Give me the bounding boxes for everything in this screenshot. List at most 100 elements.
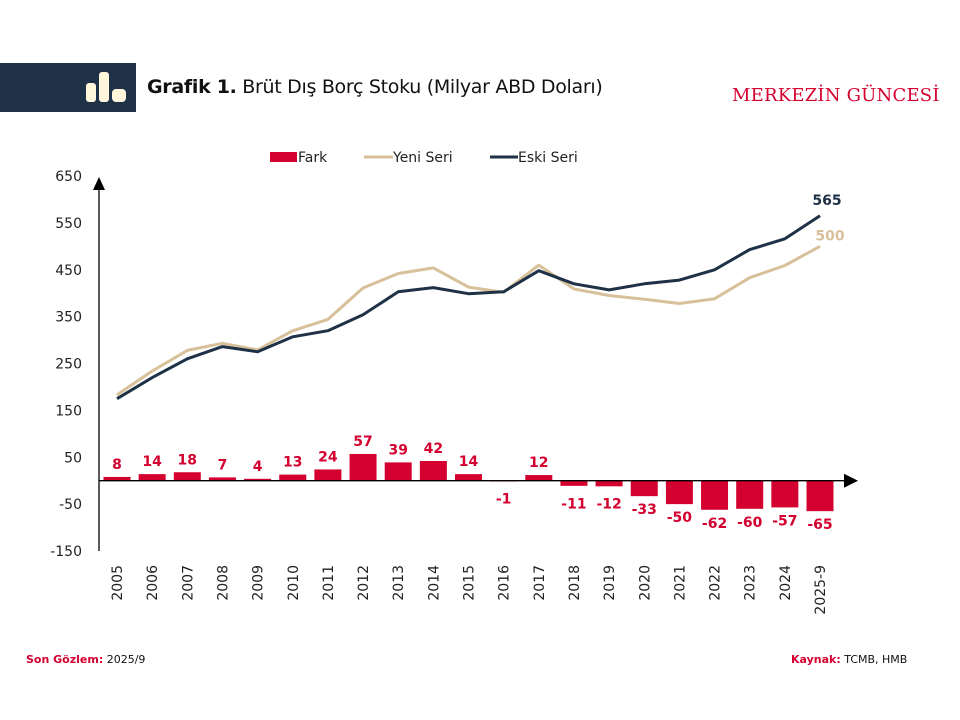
x-tick-label: 2023 [743, 565, 759, 601]
line-yeni-seri [116, 244, 821, 397]
x-tick-label: 2012 [356, 565, 372, 601]
x-tick-label: 2006 [145, 565, 161, 601]
eski-end-label: 565 [812, 193, 841, 209]
bar-value-label: 8 [112, 457, 122, 473]
bar-fark [349, 453, 377, 481]
source-value: TCMB, HMB [840, 653, 908, 666]
header-band [0, 63, 136, 112]
bar-value-label: -33 [632, 502, 657, 518]
bar-fark [244, 478, 272, 481]
x-tick-label: 2025-9 [813, 565, 829, 615]
y-axis-arrow-icon [93, 177, 105, 190]
bar-value-label: 24 [318, 449, 338, 465]
bars [103, 453, 834, 512]
legend-label-eski: Eski Seri [518, 150, 578, 166]
title-text: Brüt Dış Borç Stoku (Milyar ABD Doları) [236, 76, 603, 98]
bar-fark [208, 477, 236, 481]
x-tick-label: 2015 [462, 565, 478, 601]
bar-fark [314, 469, 342, 481]
bar-value-label: 4 [253, 459, 263, 475]
bar-value-label: 7 [218, 457, 228, 473]
bar-fark [279, 474, 307, 481]
bar-fark [138, 474, 166, 481]
y-tick-label: 150 [55, 403, 82, 419]
last-observation-value: 2025/9 [103, 653, 146, 666]
y-tick-label: 650 [55, 169, 82, 185]
x-tick-label: 2014 [426, 565, 442, 601]
bar-value-label: -50 [667, 510, 693, 526]
bar-fark [595, 480, 623, 487]
x-tick-label: 2021 [672, 565, 688, 601]
x-tick-label: 2007 [180, 565, 196, 601]
yeni-end-label: 500 [815, 228, 844, 244]
legend: Fark Yeni Seri Eski Seri [270, 150, 578, 166]
source: Kaynak: TCMB, HMB [791, 653, 907, 666]
data-labels: 8 14 18 7 4 13 24 57 39 42 14 -1 12 -11 -12 -33 -50 -62 -6… [112, 193, 845, 533]
source-label: Kaynak: [791, 653, 841, 666]
x-tick-label: 2020 [637, 565, 653, 601]
bar-fark [525, 475, 553, 481]
bar-value-label: 13 [283, 455, 302, 471]
bar-value-label: -62 [702, 516, 727, 532]
bar-value-label: -11 [561, 497, 586, 513]
x-tick-label: 2011 [321, 565, 337, 601]
bar-fark [806, 480, 834, 512]
bar-fark [173, 472, 201, 481]
x-tick-label: 2008 [215, 565, 231, 601]
bar-value-label: -60 [737, 515, 763, 531]
bar-value-label: 14 [459, 454, 479, 470]
bar-fark [560, 480, 588, 486]
bar-fark [701, 480, 729, 510]
bar-value-label: -57 [772, 513, 797, 529]
x-axis-arrow-icon [844, 473, 858, 488]
x-tick-label: 2005 [110, 565, 126, 601]
x-tick-label: 2022 [708, 565, 724, 601]
line-eski-seri [116, 214, 821, 400]
bar-value-label: -65 [807, 517, 832, 533]
x-tick-label: 2019 [602, 565, 618, 601]
y-axis-ticks: 650 550 450 350 250 150 50 -50 -150 [50, 169, 82, 560]
x-tick-label: 2017 [532, 565, 548, 601]
bar-value-label: 39 [388, 442, 407, 458]
y-tick-label: 250 [55, 357, 82, 373]
last-observation-label: Son Gözlem: [26, 653, 104, 666]
x-tick-label: 2018 [567, 565, 583, 601]
x-tick-label: 2016 [497, 565, 513, 601]
title-number: Grafik 1. [147, 76, 237, 98]
axes [93, 177, 858, 551]
legend-label-yeni: Yeni Seri [392, 150, 453, 166]
bar-value-label: 42 [424, 441, 443, 457]
bar-fark [455, 474, 482, 481]
bar-fark [103, 476, 131, 481]
chart-title: Grafik 1. Brüt Dış Borç Stoku (Milyar AB… [147, 76, 603, 98]
bar-value-label: 18 [178, 452, 197, 468]
y-tick-label: 50 [64, 450, 82, 466]
y-tick-label: 550 [55, 216, 82, 232]
y-tick-label: 350 [55, 310, 82, 326]
bar-value-label: 14 [142, 454, 162, 470]
x-tick-label: 2024 [778, 565, 794, 601]
bar-fark [384, 462, 412, 481]
bar-fark [771, 480, 799, 508]
y-tick-label: -50 [59, 497, 82, 513]
lines [116, 214, 821, 400]
bar-fark [736, 480, 764, 509]
brand-logo: MERKEZİN GÜNCESİ [732, 85, 940, 106]
y-tick-label: 450 [55, 263, 82, 279]
bar-fark [419, 461, 447, 481]
x-axis-ticks: 2005 2006 2007 2008 2009 2010 2011 2012 2013 2014… [110, 565, 829, 615]
bar-value-label: 57 [353, 434, 372, 450]
bar-value-label: 12 [529, 455, 548, 471]
bar-value-label: -12 [596, 497, 621, 513]
legend-label-fark: Fark [298, 150, 328, 166]
last-observation: Son Gözlem: 2025/9 [26, 653, 145, 666]
bar-chart-icon [86, 72, 126, 102]
legend-swatch-fark [270, 152, 297, 162]
x-tick-label: 2009 [251, 565, 267, 601]
x-tick-label: 2010 [286, 565, 302, 601]
x-tick-label: 2013 [391, 565, 407, 601]
bar-fark [665, 480, 693, 505]
y-tick-label: -150 [50, 544, 82, 560]
bar-value-label: -1 [496, 492, 512, 508]
